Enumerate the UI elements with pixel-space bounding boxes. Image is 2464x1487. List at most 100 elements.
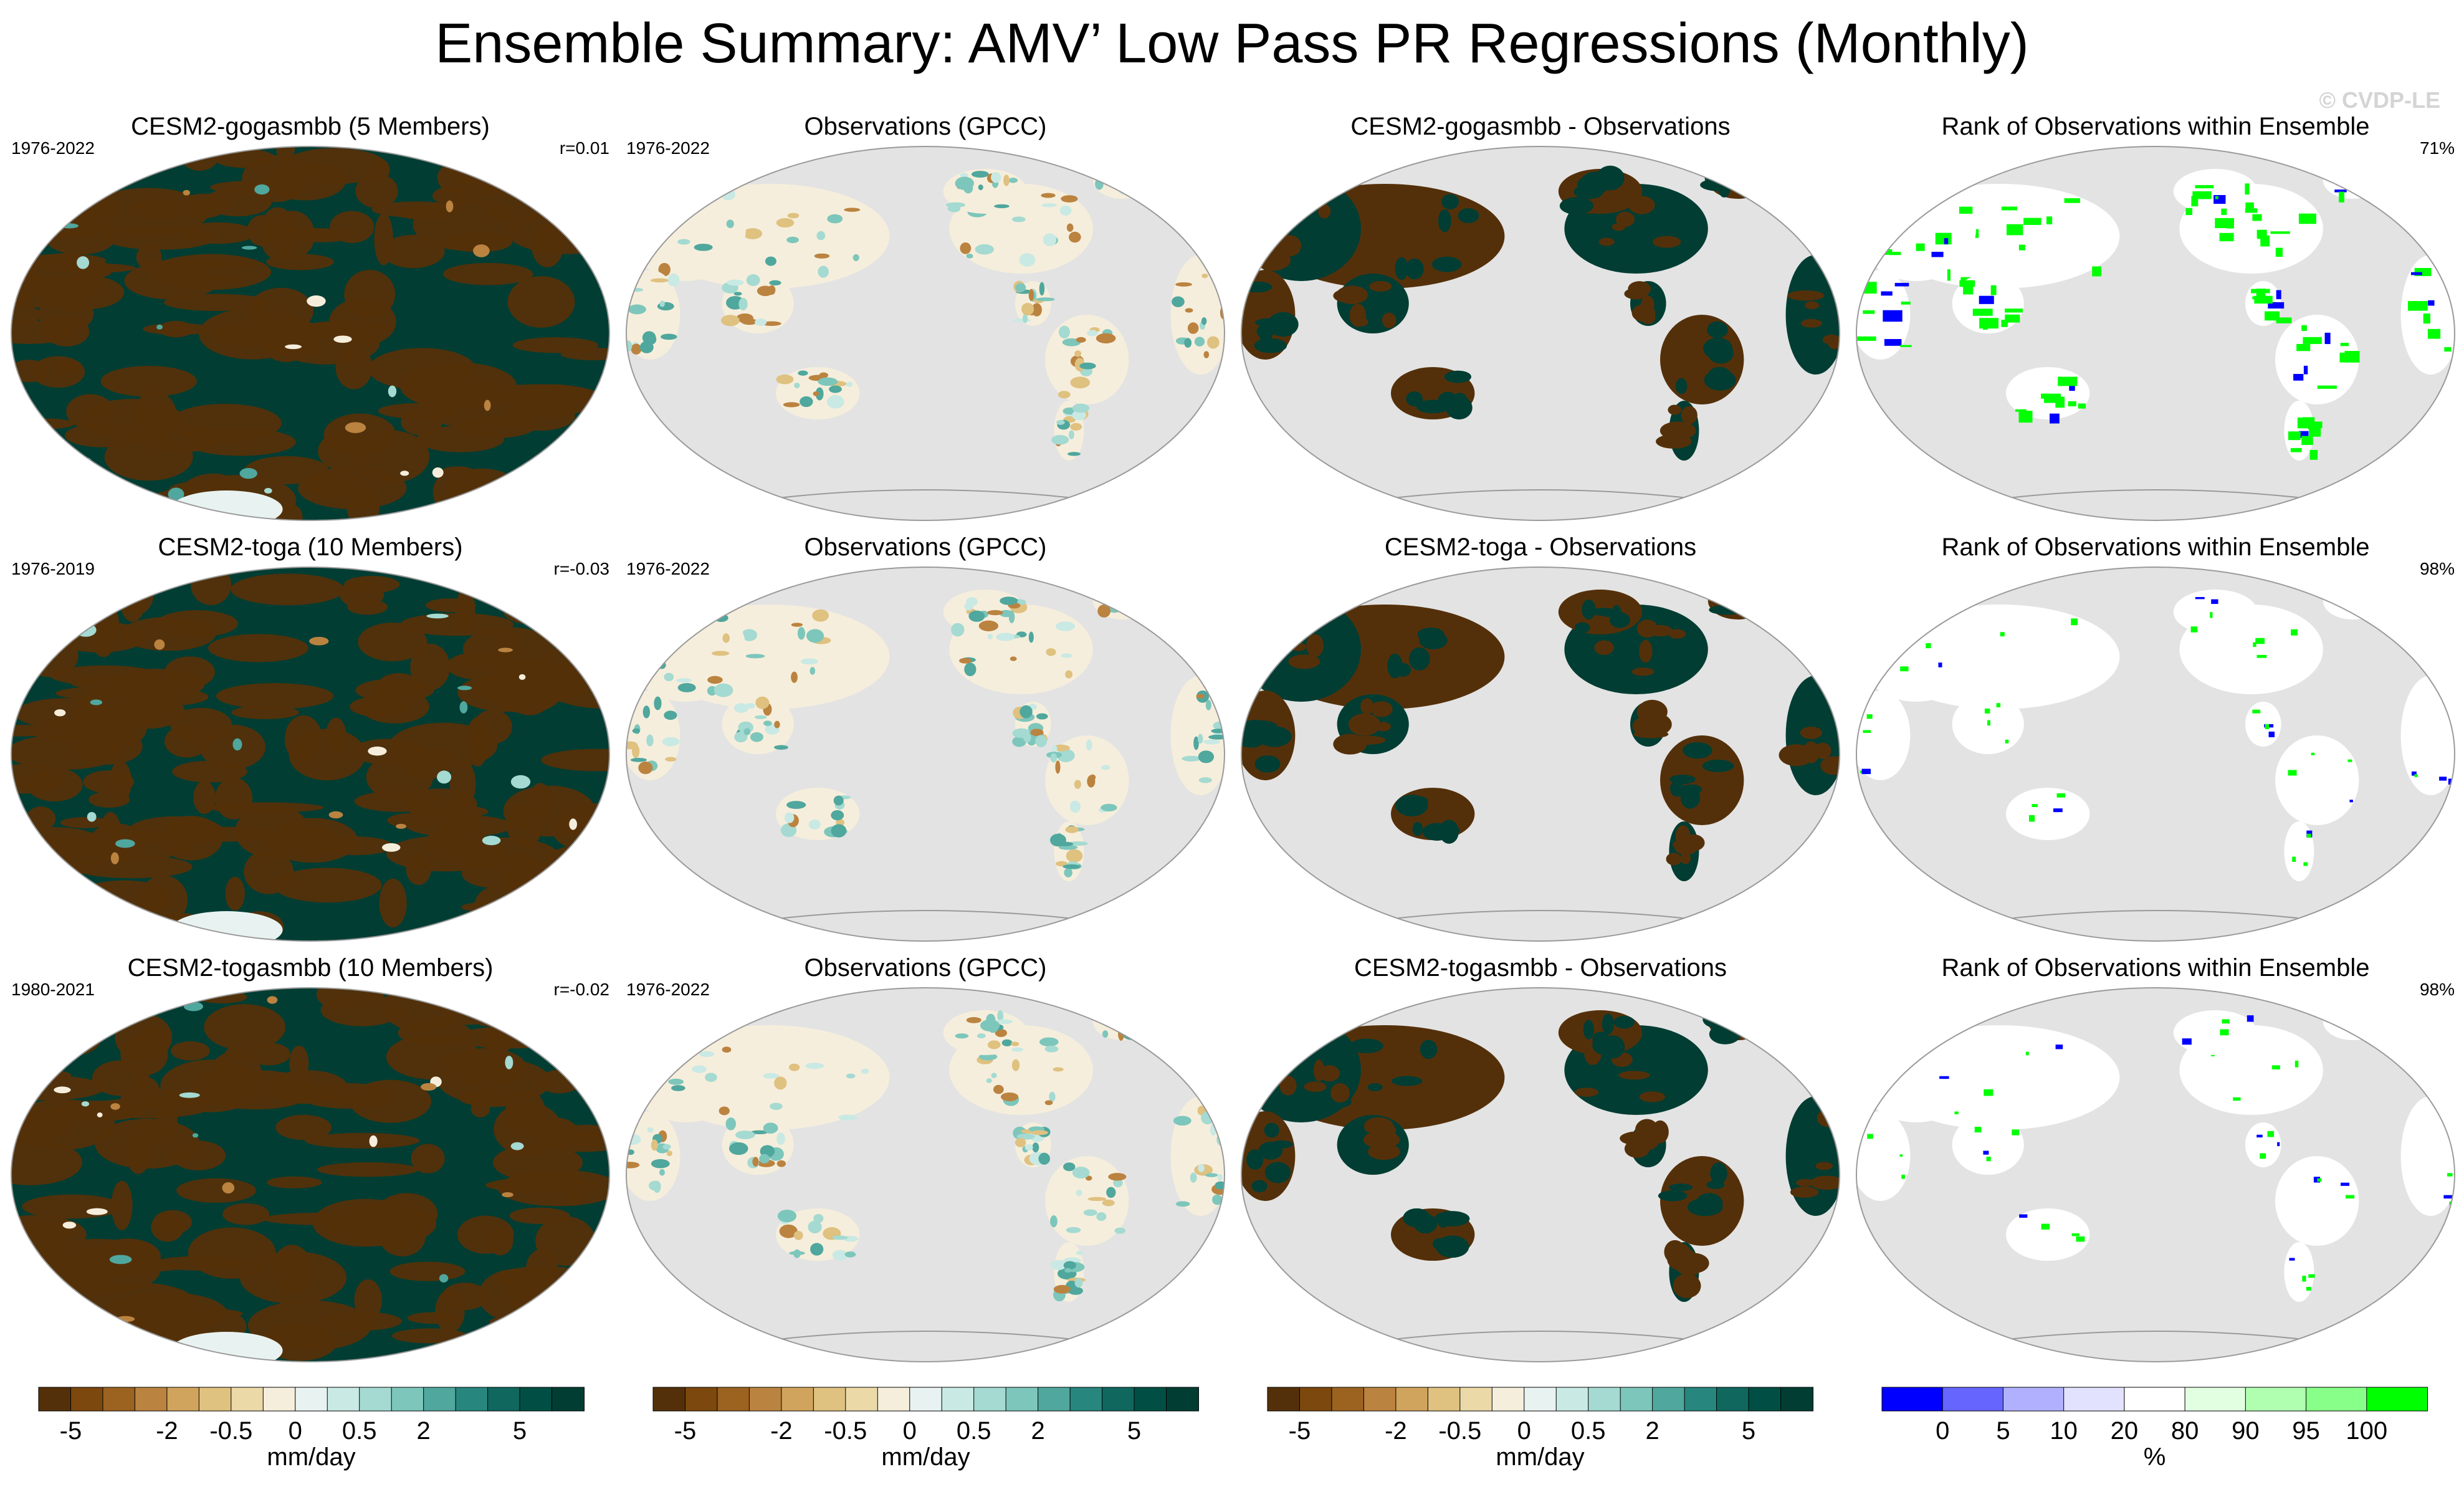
panel-title: Observations (GPCC): [804, 954, 1047, 982]
colorbar-swatch: [359, 1387, 393, 1412]
colorbar-unit-label: mm/day: [1496, 1443, 1585, 1471]
colorbar-swatch: [295, 1387, 328, 1412]
colorbar-tick-label: 5: [512, 1417, 527, 1445]
colorbar-swatch: [1942, 1387, 2004, 1412]
colorbar-swatch: [941, 1387, 975, 1412]
panel-stat: r=0.01: [559, 138, 609, 158]
panel-stat: 98%: [2419, 559, 2455, 578]
colorbar-swatch: [1684, 1387, 1717, 1412]
colorbar-swatch: [1620, 1387, 1653, 1412]
map-rank: [1855, 987, 2456, 1362]
colorbar-unit-label: %: [2143, 1443, 2166, 1471]
colorbar-swatch: [1427, 1387, 1461, 1412]
colorbar-swatch: [2245, 1387, 2307, 1412]
colorbar-tick-label: 90: [2232, 1417, 2260, 1445]
panel-period: 1976-2022: [11, 138, 95, 158]
colorbar-swatch: [1491, 1387, 1525, 1412]
colorbar-tick-label: 95: [2292, 1417, 2320, 1445]
colorbar-swatch: [1102, 1387, 1135, 1412]
colorbar-swatch: [231, 1387, 264, 1412]
colorbar-swatch: [1331, 1387, 1365, 1412]
panel-stat: 71%: [2419, 138, 2455, 158]
map-rank: [1855, 567, 2456, 942]
map-model: [10, 567, 611, 942]
colorbar-swatch: [1395, 1387, 1429, 1412]
colorbar-tick-label: 0: [902, 1417, 917, 1445]
colorbar-unit-label: mm/day: [267, 1443, 356, 1471]
colorbar-swatch: [1459, 1387, 1493, 1412]
colorbar-tick-label: -2: [156, 1417, 178, 1445]
colorbar-tick-label: 5: [1996, 1417, 2010, 1445]
colorbar-unit-label: mm/day: [881, 1443, 970, 1471]
colorbar-swatch: [1780, 1387, 1814, 1412]
colorbar-swatch: [845, 1387, 879, 1412]
colorbar-tick-label: 10: [2050, 1417, 2078, 1445]
map-diff: [1240, 146, 1841, 521]
map-obs: [625, 567, 1226, 942]
colorbar-swatch: [973, 1387, 1007, 1412]
watermark: © CVDP-LE: [2319, 87, 2440, 113]
map-diff: [1240, 567, 1841, 942]
colorbar-tick-label: -0.5: [1438, 1417, 1482, 1445]
panel-stat: r=-0.02: [553, 980, 610, 999]
colorbar: [652, 1387, 1200, 1412]
colorbar-swatch: [519, 1387, 553, 1412]
panel-title: CESM2-gogasmbb (5 Members): [131, 113, 490, 140]
map-model: [10, 146, 611, 521]
panel-title: Rank of Observations within Ensemble: [1941, 113, 2370, 140]
colorbar-swatch: [1652, 1387, 1686, 1412]
colorbar-swatch: [1716, 1387, 1750, 1412]
colorbar-swatch: [2184, 1387, 2247, 1412]
colorbar: [1267, 1387, 1814, 1412]
colorbar-swatch: [748, 1387, 782, 1412]
panel-title: Rank of Observations within Ensemble: [1941, 533, 2370, 561]
map-obs: [625, 146, 1226, 521]
colorbar-swatch: [38, 1387, 72, 1412]
map-model: [10, 987, 611, 1362]
colorbar-swatch: [455, 1387, 489, 1412]
colorbar-tick-label: -0.5: [824, 1417, 867, 1445]
colorbar-tick-label: 2: [1031, 1417, 1045, 1445]
colorbar-tick-label: 2: [416, 1417, 431, 1445]
colorbar-tick-label: 0.5: [956, 1417, 991, 1445]
map-obs: [625, 987, 1226, 1362]
colorbar-swatch: [327, 1387, 360, 1412]
colorbar-tick-label: 80: [2170, 1417, 2199, 1445]
colorbar-swatch: [1748, 1387, 1782, 1412]
colorbar-swatch: [2063, 1387, 2125, 1412]
panel-period: 1976-2022: [626, 559, 710, 578]
colorbar-swatch: [198, 1387, 232, 1412]
colorbar-swatch: [1881, 1387, 1944, 1412]
colorbar-swatch: [1555, 1387, 1589, 1412]
colorbar-tick-label: 0.5: [341, 1417, 377, 1445]
panel-title: CESM2-togasmbb - Observations: [1354, 954, 1727, 982]
colorbar-swatch: [102, 1387, 136, 1412]
colorbar-swatch: [423, 1387, 457, 1412]
panel-stat: r=-0.03: [553, 559, 610, 578]
colorbar-swatch: [1588, 1387, 1621, 1412]
panel-period: 1980-2021: [11, 980, 95, 999]
colorbar-swatch: [781, 1387, 814, 1412]
colorbar-swatch: [391, 1387, 424, 1412]
colorbar-swatch: [487, 1387, 521, 1412]
panel-stat: 98%: [2419, 980, 2455, 999]
colorbar-swatch: [166, 1387, 200, 1412]
colorbar-tick-label: -5: [1288, 1417, 1311, 1445]
colorbar-swatch: [2002, 1387, 2065, 1412]
colorbar-swatch: [684, 1387, 718, 1412]
colorbar-tick-label: -0.5: [209, 1417, 253, 1445]
panel-title: Rank of Observations within Ensemble: [1941, 954, 2370, 982]
colorbar-tick-label: 5: [1127, 1417, 1142, 1445]
colorbar-swatch: [813, 1387, 846, 1412]
colorbar-swatch: [909, 1387, 943, 1412]
colorbar-swatch: [2306, 1387, 2367, 1412]
colorbar-swatch: [1069, 1387, 1103, 1412]
colorbar-swatch: [1134, 1387, 1167, 1412]
colorbar-swatch: [1166, 1387, 1200, 1412]
colorbar-swatch: [877, 1387, 910, 1412]
map-rank: [1855, 146, 2456, 521]
colorbar-tick-label: -2: [1385, 1417, 1407, 1445]
colorbar-tick-label: -5: [674, 1417, 697, 1445]
colorbar-tick-label: 2: [1645, 1417, 1659, 1445]
panel-title: Observations (GPCC): [804, 533, 1047, 561]
